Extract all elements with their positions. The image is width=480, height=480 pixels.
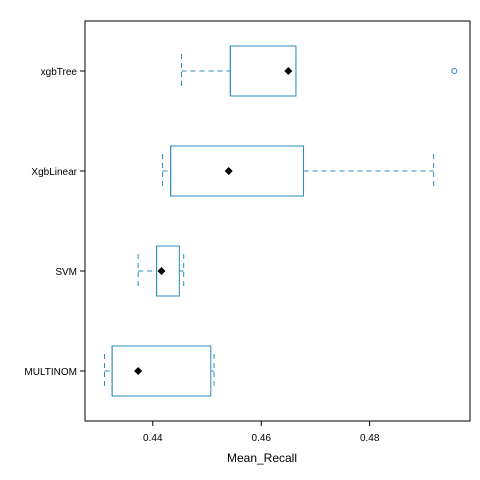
outlier-point [451,68,458,74]
box-xgblinear [162,145,435,197]
category-label: SVM [55,267,77,278]
category-label: XgbLinear [31,167,77,178]
mean-marker [157,267,166,275]
plot-frame [84,20,471,422]
x-tick-label: 0.44 [143,433,163,444]
category-label: xgbTree [41,67,78,78]
mean-marker [284,67,293,75]
x-axis-title: Mean_Recall [227,451,297,465]
y-axis: MULTINOM SVM XgbLinear xgbTree [24,67,85,378]
x-tick-label: 0.46 [251,433,271,444]
box-xgbtree [181,45,458,97]
box-svm [137,245,185,297]
box-series [104,45,458,397]
mean-marker [224,167,233,175]
mean-marker [134,367,143,375]
x-axis: 0.44 0.46 0.48 [143,421,380,444]
box-multinom [104,345,215,397]
category-label: MULTINOM [24,367,77,378]
x-tick-label: 0.48 [360,433,380,444]
box-iqr [111,345,212,397]
box-iqr [170,145,305,197]
